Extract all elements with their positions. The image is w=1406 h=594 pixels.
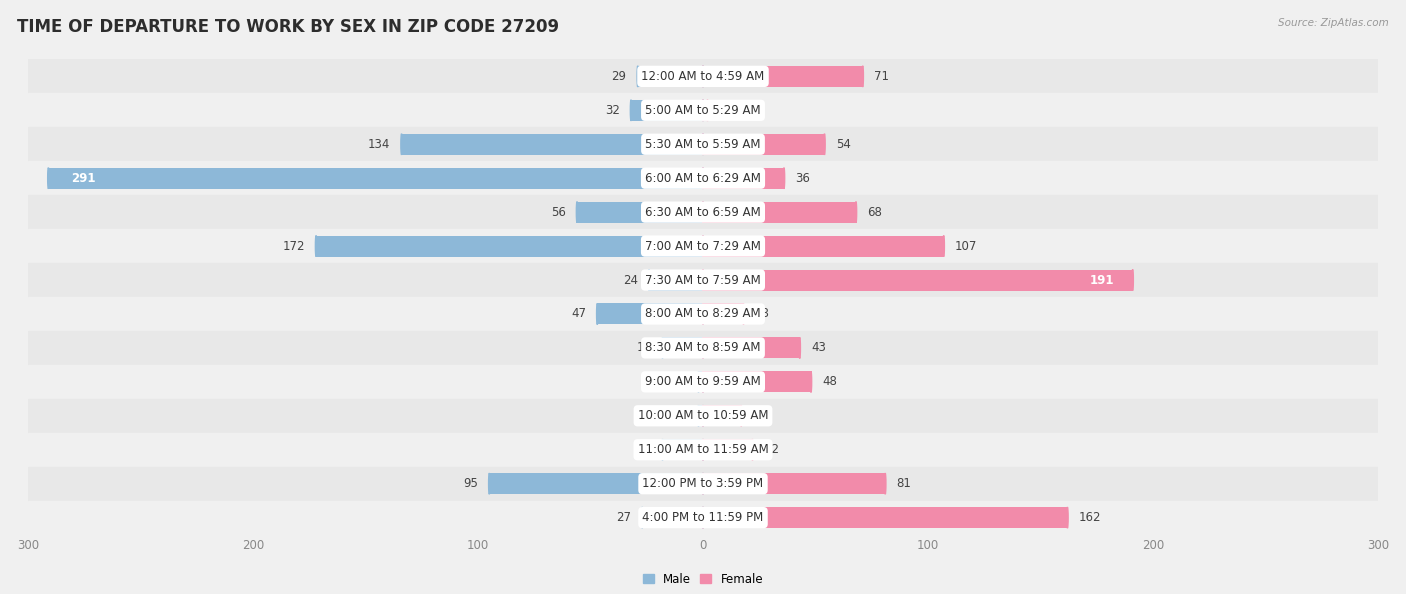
Bar: [28, 127, 1378, 161]
Text: 11:00 AM to 11:59 AM: 11:00 AM to 11:59 AM: [638, 443, 768, 456]
Text: 24: 24: [623, 273, 638, 286]
Text: 6:00 AM to 6:29 AM: 6:00 AM to 6:29 AM: [645, 172, 761, 185]
Bar: [28, 161, 1378, 195]
Text: 68: 68: [868, 206, 882, 219]
Bar: [650, 270, 703, 290]
Text: 8:30 AM to 8:59 AM: 8:30 AM to 8:59 AM: [645, 342, 761, 355]
Text: 12:00 AM to 4:59 AM: 12:00 AM to 4:59 AM: [641, 70, 765, 83]
Text: Source: ZipAtlas.com: Source: ZipAtlas.com: [1278, 18, 1389, 28]
Bar: [316, 236, 703, 257]
Bar: [28, 501, 1378, 535]
Legend: Male, Female: Male, Female: [638, 568, 768, 590]
Bar: [703, 405, 741, 426]
Text: 43: 43: [811, 342, 825, 355]
Bar: [703, 473, 886, 494]
Bar: [48, 168, 703, 189]
Bar: [28, 229, 1378, 263]
Bar: [28, 467, 1378, 501]
Text: 7:00 AM to 7:29 AM: 7:00 AM to 7:29 AM: [645, 239, 761, 252]
Bar: [489, 473, 703, 494]
Bar: [28, 93, 1378, 127]
Text: 4:00 PM to 11:59 PM: 4:00 PM to 11:59 PM: [643, 511, 763, 524]
Bar: [699, 405, 703, 426]
Bar: [703, 66, 863, 87]
Text: 29: 29: [612, 70, 627, 83]
Text: 162: 162: [1078, 511, 1101, 524]
Text: 27: 27: [616, 511, 631, 524]
Text: 18: 18: [637, 443, 651, 456]
Bar: [643, 507, 703, 528]
Bar: [703, 304, 744, 324]
Text: 8:00 AM to 8:29 AM: 8:00 AM to 8:29 AM: [645, 308, 761, 321]
Bar: [699, 371, 703, 393]
Text: 22: 22: [763, 443, 779, 456]
Bar: [402, 134, 703, 155]
Bar: [28, 331, 1378, 365]
Bar: [703, 439, 752, 460]
Bar: [703, 100, 707, 121]
Text: 56: 56: [551, 206, 565, 219]
Text: 0: 0: [685, 375, 692, 388]
Text: 191: 191: [1090, 273, 1115, 286]
Text: 5:00 AM to 5:29 AM: 5:00 AM to 5:29 AM: [645, 104, 761, 117]
Text: 95: 95: [463, 477, 478, 490]
Bar: [28, 365, 1378, 399]
Bar: [703, 507, 1067, 528]
Text: 48: 48: [823, 375, 837, 388]
Bar: [28, 59, 1378, 93]
Text: 5:30 AM to 5:59 AM: 5:30 AM to 5:59 AM: [645, 138, 761, 151]
Bar: [703, 134, 824, 155]
Bar: [638, 66, 703, 87]
Bar: [28, 297, 1378, 331]
Text: 47: 47: [571, 308, 586, 321]
Text: 36: 36: [796, 172, 810, 185]
Bar: [703, 168, 785, 189]
Text: 107: 107: [955, 239, 977, 252]
Text: 71: 71: [875, 70, 889, 83]
Bar: [631, 100, 703, 121]
Bar: [28, 195, 1378, 229]
Text: 12:00 PM to 3:59 PM: 12:00 PM to 3:59 PM: [643, 477, 763, 490]
Bar: [703, 371, 811, 393]
Text: 172: 172: [283, 239, 305, 252]
Bar: [703, 201, 856, 223]
Bar: [28, 399, 1378, 433]
Text: 9:00 AM to 9:59 AM: 9:00 AM to 9:59 AM: [645, 375, 761, 388]
Bar: [576, 201, 703, 223]
Bar: [662, 337, 703, 358]
Bar: [703, 270, 1133, 290]
Text: 134: 134: [368, 138, 391, 151]
Bar: [662, 439, 703, 460]
Bar: [28, 433, 1378, 467]
Text: 10:00 AM to 10:59 AM: 10:00 AM to 10:59 AM: [638, 409, 768, 422]
Text: 17: 17: [752, 409, 768, 422]
Text: 18: 18: [637, 342, 651, 355]
Text: 7:30 AM to 7:59 AM: 7:30 AM to 7:59 AM: [645, 273, 761, 286]
Text: 0: 0: [685, 409, 692, 422]
Bar: [703, 337, 800, 358]
Text: 291: 291: [70, 172, 96, 185]
Bar: [703, 236, 943, 257]
Text: 32: 32: [605, 104, 620, 117]
Text: TIME OF DEPARTURE TO WORK BY SEX IN ZIP CODE 27209: TIME OF DEPARTURE TO WORK BY SEX IN ZIP …: [17, 18, 560, 36]
Text: 6:30 AM to 6:59 AM: 6:30 AM to 6:59 AM: [645, 206, 761, 219]
Text: 0: 0: [714, 104, 721, 117]
Text: 18: 18: [755, 308, 769, 321]
Bar: [598, 304, 703, 324]
Bar: [28, 263, 1378, 297]
Text: 54: 54: [835, 138, 851, 151]
Text: 81: 81: [897, 477, 911, 490]
